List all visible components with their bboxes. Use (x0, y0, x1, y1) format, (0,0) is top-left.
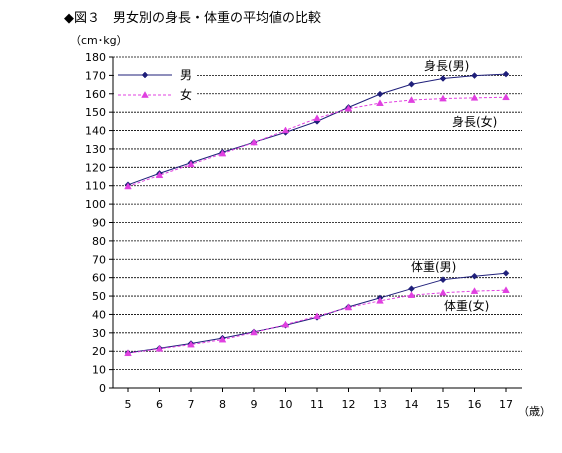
x-tick-label: 15 (436, 398, 450, 411)
annotation-weight-female: 体重(女) (444, 298, 489, 313)
data-point (470, 93, 479, 101)
data-point (218, 149, 227, 157)
y-tick-label: 160 (85, 88, 106, 101)
x-axis-unit-label: （歳） (518, 405, 551, 418)
x-tick-label: 5 (125, 398, 132, 411)
data-point (344, 303, 353, 311)
data-point (250, 328, 258, 336)
data-point (471, 72, 478, 79)
legend-marker-female (141, 91, 149, 98)
series-1 (124, 93, 510, 190)
annotation-weight-male: 体重(男) (411, 260, 456, 274)
y-tick-label: 50 (92, 290, 106, 303)
series-layer (124, 70, 510, 357)
annotation-height-female: 身長(女) (452, 114, 497, 129)
annotation-height-male: 身長(男) (424, 58, 469, 73)
data-point (250, 138, 258, 146)
x-tick-label: 11 (310, 398, 324, 411)
data-point (313, 312, 321, 320)
series-3 (124, 286, 510, 357)
y-tick-label: 70 (92, 253, 106, 266)
data-point (408, 80, 415, 88)
legend-marker (141, 71, 149, 79)
y-tick-label: 20 (92, 345, 106, 358)
data-point (124, 182, 132, 190)
legend-label-female: 女 (180, 87, 192, 102)
y-tick-label: 10 (92, 364, 106, 377)
data-point (439, 75, 447, 82)
data-point (502, 286, 510, 293)
legend: 男 女 (114, 62, 196, 106)
data-point (439, 288, 447, 296)
data-point (407, 96, 416, 103)
legend-background (114, 62, 196, 106)
x-tick-label: 14 (405, 398, 419, 411)
data-point (439, 94, 447, 102)
data-point (376, 296, 384, 304)
chart-title: ◆図３ 男女別の身長・体重の平均値の比較 (64, 10, 321, 26)
y-tick-label: 130 (85, 143, 106, 156)
x-tick-label: 17 (499, 398, 513, 411)
data-point (281, 320, 290, 328)
data-point (376, 99, 384, 106)
x-tick-labels: 5 6 7 8 9 10 11 12 13 14 15 16 17 (125, 388, 513, 411)
y-tick-label: 170 (85, 69, 106, 82)
x-tick-label: 9 (251, 398, 258, 411)
y-tick-label: 0 (99, 382, 106, 395)
x-tick-label: 12 (342, 398, 356, 411)
data-point (187, 160, 195, 168)
x-tick-label: 6 (156, 398, 163, 411)
y-tick-label: 40 (92, 308, 106, 321)
y-tick-label: 180 (85, 51, 106, 64)
data-point (155, 171, 164, 179)
data-point (407, 291, 416, 298)
data-point (471, 272, 478, 280)
legend-marker (141, 91, 149, 98)
y-tick-label: 120 (85, 161, 106, 174)
x-tick-label: 13 (373, 398, 387, 411)
y-tick-label: 80 (92, 235, 106, 248)
data-point (124, 349, 132, 357)
data-point (502, 70, 510, 78)
data-point (376, 90, 384, 98)
data-point (344, 104, 353, 112)
x-tick-label: 8 (219, 398, 226, 411)
y-tick-label: 30 (92, 327, 106, 340)
data-point (218, 335, 227, 343)
data-point (439, 276, 447, 284)
data-point (502, 93, 510, 101)
data-point (470, 287, 479, 294)
legend-marker-male (141, 71, 149, 79)
y-tick-label: 90 (92, 217, 106, 230)
x-tick-label: 10 (279, 398, 293, 411)
y-tick-label: 140 (85, 125, 106, 138)
data-point (502, 269, 510, 277)
y-tick-label: 110 (85, 180, 106, 193)
data-point (187, 340, 195, 348)
y-tick-label: 60 (92, 272, 106, 285)
data-point (281, 126, 290, 134)
y-tick-label: 150 (85, 106, 106, 119)
y-axis-unit-label: （cm･kg） (70, 34, 128, 47)
x-tick-label: 16 (468, 398, 482, 411)
legend-label-male: 男 (180, 68, 192, 82)
data-point (155, 344, 164, 352)
x-tick-label: 7 (188, 398, 195, 411)
y-tick-label: 100 (85, 198, 106, 211)
y-tick-labels: 0 10 20 30 40 50 60 70 80 90 100 110 120 130 140 150 160… (85, 51, 113, 395)
data-point (313, 114, 321, 122)
